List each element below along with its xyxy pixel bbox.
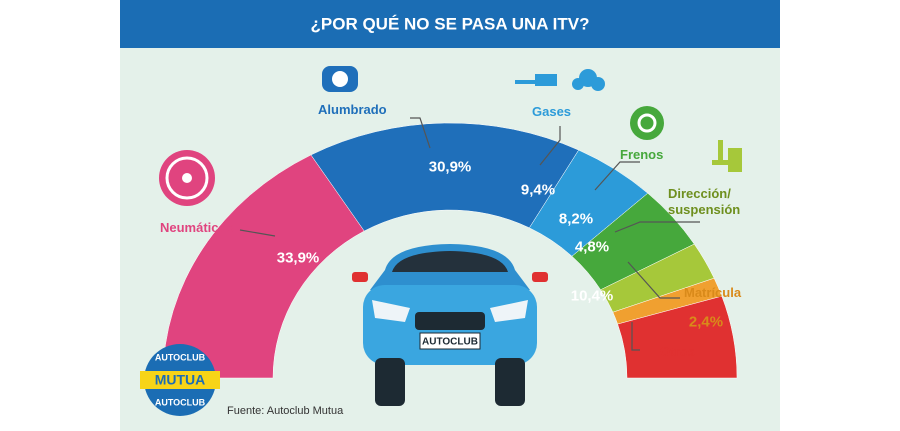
leader — [627, 261, 680, 299]
leader — [631, 322, 640, 351]
category-label: Dirección/ suspensión — [668, 186, 741, 217]
logo-bottom: AUTOCLUB — [155, 397, 206, 407]
leader — [614, 221, 700, 233]
icon-suspension — [712, 140, 742, 172]
category-label: Gases — [532, 104, 572, 119]
value-label: 30,9% — [428, 158, 472, 176]
value-label: 4,8% — [574, 238, 610, 256]
logo-middle: MUTUA — [155, 372, 206, 388]
plate-text: AUTOCLUB — [422, 337, 478, 348]
value-label: 2,4% — [688, 313, 724, 331]
logo-top: AUTOCLUB — [155, 352, 206, 362]
value-label: 10,4% — [570, 287, 614, 305]
slice — [162, 154, 365, 379]
title-bar — [120, 0, 780, 48]
leader — [410, 117, 431, 149]
leader — [239, 229, 276, 237]
value-label: 33,9% — [276, 249, 320, 267]
icon-brake — [630, 106, 664, 140]
leader-lines — [239, 117, 700, 351]
slice — [310, 122, 580, 232]
source: Fuente: Autoclub Mutua — [227, 405, 344, 417]
category-label: Neumáticos — [160, 220, 234, 235]
car: AUTOCLUB — [352, 244, 548, 406]
slice — [617, 295, 738, 379]
semi-donut — [162, 122, 738, 379]
value-label: 9,4% — [520, 181, 556, 199]
category-label: Otros — [660, 344, 695, 359]
icon-headlight — [322, 66, 358, 92]
value-label: 8,2% — [558, 210, 594, 228]
icon-exhaust — [515, 69, 605, 91]
leader — [539, 126, 561, 166]
leader — [594, 161, 640, 191]
icon-tyre — [159, 150, 215, 206]
category-label: Frenos — [620, 147, 664, 162]
title: ¿POR QUÉ NO SE PASA UNA ITV? — [311, 14, 590, 33]
category-label: Matrícula — [684, 285, 742, 300]
category-label: Alumbrado — [318, 102, 387, 117]
logo: AUTOCLUB MUTUA AUTOCLUB — [140, 344, 220, 416]
